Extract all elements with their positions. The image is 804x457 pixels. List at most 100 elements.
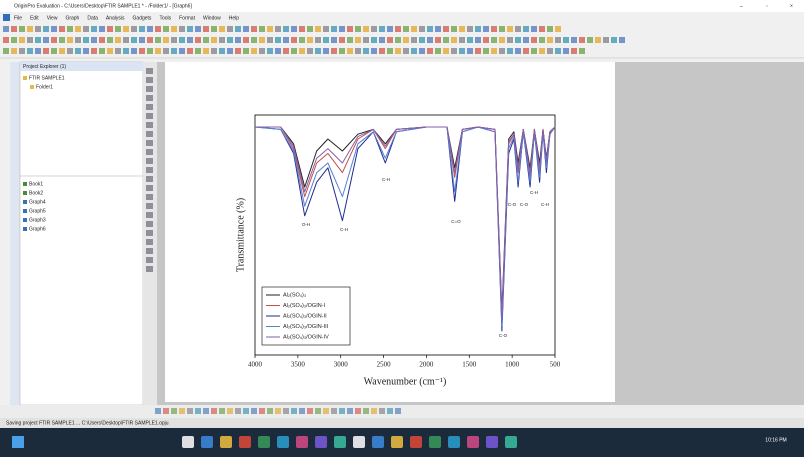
toolbar-button[interactable] bbox=[211, 26, 217, 32]
toolbar-button[interactable] bbox=[35, 48, 41, 54]
toolbar-button[interactable] bbox=[195, 48, 201, 54]
toolbar-button[interactable] bbox=[99, 26, 105, 32]
toolbar-button[interactable] bbox=[427, 37, 433, 43]
toolbar-button[interactable] bbox=[3, 48, 9, 54]
bottom-button[interactable] bbox=[211, 408, 217, 414]
task-icon[interactable] bbox=[486, 436, 498, 448]
toolbar-button[interactable] bbox=[611, 37, 617, 43]
tool-button[interactable] bbox=[146, 239, 153, 245]
toolbar-button[interactable] bbox=[51, 48, 57, 54]
toolbar-button[interactable] bbox=[139, 37, 145, 43]
bottom-button[interactable] bbox=[235, 408, 241, 414]
toolbar-button[interactable] bbox=[75, 48, 81, 54]
task-icon[interactable] bbox=[448, 436, 460, 448]
bottom-button[interactable] bbox=[299, 408, 305, 414]
toolbar-button[interactable] bbox=[147, 37, 153, 43]
toolbar-button[interactable] bbox=[51, 26, 57, 32]
toolbar-button[interactable] bbox=[379, 37, 385, 43]
toolbar-button[interactable] bbox=[59, 37, 65, 43]
start-button[interactable] bbox=[12, 436, 24, 448]
toolbar-button[interactable] bbox=[531, 48, 537, 54]
toolbar-button[interactable] bbox=[507, 37, 513, 43]
toolbar-button[interactable] bbox=[43, 37, 49, 43]
toolbar-button[interactable] bbox=[499, 26, 505, 32]
toolbar-button[interactable] bbox=[91, 26, 97, 32]
task-icon[interactable] bbox=[258, 436, 270, 448]
toolbar-button[interactable] bbox=[267, 26, 273, 32]
toolbar-button[interactable] bbox=[539, 37, 545, 43]
bottom-button[interactable] bbox=[347, 408, 353, 414]
folder[interactable]: FTIR SAMPLE1 bbox=[29, 75, 65, 81]
bottom-button[interactable] bbox=[195, 408, 201, 414]
tool-button[interactable] bbox=[146, 185, 153, 191]
toolbar-button[interactable] bbox=[283, 48, 289, 54]
tool-button[interactable] bbox=[146, 113, 153, 119]
menu-item[interactable]: Graph bbox=[65, 15, 79, 21]
toolbar-button[interactable] bbox=[3, 37, 9, 43]
tool-button[interactable] bbox=[146, 203, 153, 209]
toolbar-button[interactable] bbox=[443, 48, 449, 54]
bottom-button[interactable] bbox=[179, 408, 185, 414]
toolbar-button[interactable] bbox=[11, 37, 17, 43]
toolbar-button[interactable] bbox=[91, 48, 97, 54]
toolbar-button[interactable] bbox=[555, 37, 561, 43]
toolbar-button[interactable] bbox=[435, 37, 441, 43]
toolbar-button[interactable] bbox=[131, 26, 137, 32]
toolbar-button[interactable] bbox=[571, 48, 577, 54]
menu-item[interactable]: Window bbox=[203, 15, 221, 21]
toolbar-button[interactable] bbox=[227, 37, 233, 43]
bottom-button[interactable] bbox=[323, 408, 329, 414]
toolbar-button[interactable] bbox=[339, 26, 345, 32]
toolbar-button[interactable] bbox=[483, 48, 489, 54]
toolbar-button[interactable] bbox=[115, 26, 121, 32]
toolbar-button[interactable] bbox=[195, 37, 201, 43]
tool-button[interactable] bbox=[146, 86, 153, 92]
toolbar-button[interactable] bbox=[339, 37, 345, 43]
toolbar-button[interactable] bbox=[507, 48, 513, 54]
toolbar-button[interactable] bbox=[107, 26, 113, 32]
toolbar-button[interactable] bbox=[331, 48, 337, 54]
toolbar-button[interactable] bbox=[131, 37, 137, 43]
toolbar-button[interactable] bbox=[99, 48, 105, 54]
toolbar-button[interactable] bbox=[419, 26, 425, 32]
toolbar-button[interactable] bbox=[371, 48, 377, 54]
toolbar-button[interactable] bbox=[139, 48, 145, 54]
toolbar-button[interactable] bbox=[323, 26, 329, 32]
tool-button[interactable] bbox=[146, 221, 153, 227]
toolbar-button[interactable] bbox=[115, 37, 121, 43]
toolbar-button[interactable] bbox=[99, 37, 105, 43]
toolbar-button[interactable] bbox=[275, 48, 281, 54]
toolbar-button[interactable] bbox=[515, 48, 521, 54]
toolbar-button[interactable] bbox=[363, 37, 369, 43]
toolbar-button[interactable] bbox=[91, 37, 97, 43]
toolbar-button[interactable] bbox=[155, 48, 161, 54]
item[interactable]: Graph3 bbox=[29, 217, 46, 223]
toolbar-button[interactable] bbox=[547, 48, 553, 54]
toolbar-button[interactable] bbox=[227, 48, 233, 54]
bottom-button[interactable] bbox=[227, 408, 233, 414]
toolbar-button[interactable] bbox=[387, 48, 393, 54]
bottom-button[interactable] bbox=[395, 408, 401, 414]
toolbar-button[interactable] bbox=[315, 48, 321, 54]
bottom-button[interactable] bbox=[251, 408, 257, 414]
toolbar-button[interactable] bbox=[259, 48, 265, 54]
toolbar-button[interactable] bbox=[243, 48, 249, 54]
bottom-button[interactable] bbox=[331, 408, 337, 414]
toolbar-button[interactable] bbox=[563, 37, 569, 43]
item[interactable]: Book1 bbox=[29, 181, 43, 187]
toolbar-button[interactable] bbox=[219, 37, 225, 43]
toolbar-button[interactable] bbox=[163, 26, 169, 32]
bottom-button[interactable] bbox=[363, 408, 369, 414]
toolbar-button[interactable] bbox=[531, 37, 537, 43]
toolbar-button[interactable] bbox=[331, 26, 337, 32]
toolbar-button[interactable] bbox=[363, 48, 369, 54]
toolbar-button[interactable] bbox=[83, 26, 89, 32]
bottom-button[interactable] bbox=[339, 408, 345, 414]
toolbar-button[interactable] bbox=[371, 37, 377, 43]
toolbar-button[interactable] bbox=[403, 48, 409, 54]
toolbar-button[interactable] bbox=[27, 48, 33, 54]
toolbar-button[interactable] bbox=[163, 48, 169, 54]
toolbar-button[interactable] bbox=[563, 48, 569, 54]
toolbar-button[interactable] bbox=[387, 26, 393, 32]
toolbar-button[interactable] bbox=[75, 37, 81, 43]
